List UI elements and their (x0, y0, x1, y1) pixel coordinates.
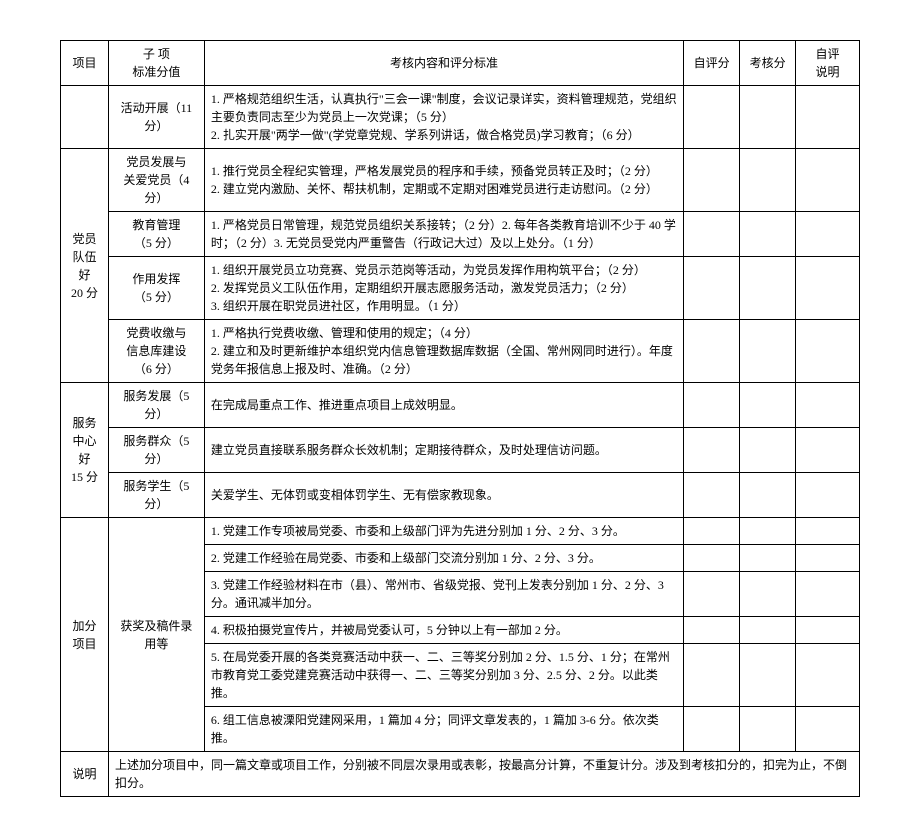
cell-self (684, 545, 740, 572)
cell-note (796, 644, 860, 707)
cell-assess (740, 572, 796, 617)
cell-assess (740, 545, 796, 572)
cell-note (796, 257, 860, 320)
cell-content: 1. 严格执行党费收缴、管理和使用的规定；（4 分） 2. 建立和及时更新维护本… (204, 320, 683, 383)
cell-project-members: 党员 队伍好 20 分 (61, 149, 109, 383)
cell-assess (740, 518, 796, 545)
cell-self (684, 257, 740, 320)
cell-content: 5. 在局党委开展的各类竞赛活动中获一、二、三等奖分别加 2 分、1.5 分、1… (204, 644, 683, 707)
row-serve-dev: 服务 中心好 15 分 服务发展（5 分） 在完成局重点工作、推进重点项目上成效… (61, 383, 860, 428)
cell-assess (740, 149, 796, 212)
cell-note (796, 383, 860, 428)
cell-note-content: 上述加分项目中，同一篇文章或项目工作，分别被不同层次录用或表彰，按最高分计算，不… (108, 752, 859, 797)
cell-assess (740, 644, 796, 707)
row-dues-info: 党费收缴与 信息库建设 （6 分） 1. 严格执行党费收缴、管理和使用的规定；（… (61, 320, 860, 383)
cell-note (796, 212, 860, 257)
row-bonus-1: 加分项目 获奖及稿件录用等 1. 党建工作专项被局党委、市委和上级部门评为先进分… (61, 518, 860, 545)
cell-note (796, 428, 860, 473)
cell-self (684, 473, 740, 518)
cell-content: 1. 组织开展党员立功竞赛、党员示范岗等活动，为党员发挥作用构筑平台；（2 分）… (204, 257, 683, 320)
cell-content: 3. 党建工作经验材料在市（县）、常州市、省级党报、党刊上发表分别加 1 分、2… (204, 572, 683, 617)
cell-note (796, 149, 860, 212)
cell-self (684, 572, 740, 617)
cell-content: 1. 推行党员全程纪实管理，严格发展党员的程序和手续，预备党员转正及时；（2 分… (204, 149, 683, 212)
cell-content: 1. 党建工作专项被局党委、市委和上级部门评为先进分别加 1 分、2 分、3 分… (204, 518, 683, 545)
cell-assess (740, 707, 796, 752)
header-row: 项目 子 项 标准分值 考核内容和评分标准 自评分 考核分 自评 说明 (61, 41, 860, 86)
cell-content: 2. 党建工作经验在局党委、市委和上级部门交流分别加 1 分、2 分、3 分。 (204, 545, 683, 572)
h-project: 项目 (61, 41, 109, 86)
cell-note (796, 707, 860, 752)
cell-content: 在完成局重点工作、推进重点项目上成效明显。 (204, 383, 683, 428)
cell-self (684, 518, 740, 545)
cell-self (684, 644, 740, 707)
cell-self (684, 617, 740, 644)
cell-self (684, 149, 740, 212)
evaluation-table: 项目 子 项 标准分值 考核内容和评分标准 自评分 考核分 自评 说明 活动开展… (60, 40, 860, 797)
cell-self (684, 428, 740, 473)
cell-assess (740, 473, 796, 518)
cell-sub: 服务发展（5 分） (108, 383, 204, 428)
cell-self (684, 383, 740, 428)
cell-assess (740, 428, 796, 473)
cell-note (796, 320, 860, 383)
cell-note (796, 572, 860, 617)
cell-content: 1. 严格规范组织生活，认真执行"三会一课"制度，会议记录详实，资料管理规范，党… (204, 86, 683, 149)
cell-project-service: 服务 中心好 15 分 (61, 383, 109, 518)
h-subitem: 子 项 标准分值 (108, 41, 204, 86)
row-edu-manage: 教育管理 （5 分） 1. 严格党员日常管理，规范党员组织关系接转；（2 分）2… (61, 212, 860, 257)
cell-sub: 活动开展（11 分） (108, 86, 204, 149)
cell-note (796, 545, 860, 572)
row-serve-student: 服务学生（5 分） 关爱学生、无体罚或变相体罚学生、无有偿家教现象。 (61, 473, 860, 518)
cell-note (796, 617, 860, 644)
h-self: 自评分 (684, 41, 740, 86)
cell-project-blank (61, 86, 109, 149)
h-assess: 考核分 (740, 41, 796, 86)
cell-content: 4. 积极拍摄党宣传片，并被局党委认可，5 分钟以上有一部加 2 分。 (204, 617, 683, 644)
row-activity: 活动开展（11 分） 1. 严格规范组织生活，认真执行"三会一课"制度，会议记录… (61, 86, 860, 149)
row-member-dev: 党员 队伍好 20 分 党员发展与 关爱党员（4 分） 1. 推行党员全程纪实管… (61, 149, 860, 212)
h-content: 考核内容和评分标准 (204, 41, 683, 86)
cell-sub: 服务学生（5 分） (108, 473, 204, 518)
cell-content: 6. 组工信息被溧阳党建网采用，1 篇加 4 分；同评文章发表的，1 篇加 3-… (204, 707, 683, 752)
cell-note-label: 说明 (61, 752, 109, 797)
cell-sub: 教育管理 （5 分） (108, 212, 204, 257)
cell-assess (740, 212, 796, 257)
cell-assess (740, 257, 796, 320)
cell-content: 建立党员直接联系服务群众长效机制；定期接待群众，及时处理信访问题。 (204, 428, 683, 473)
cell-assess (740, 617, 796, 644)
cell-content: 关爱学生、无体罚或变相体罚学生、无有偿家教现象。 (204, 473, 683, 518)
cell-sub: 作用发挥 （5 分） (108, 257, 204, 320)
row-note: 说明 上述加分项目中，同一篇文章或项目工作，分别被不同层次录用或表彰，按最高分计… (61, 752, 860, 797)
cell-self (684, 212, 740, 257)
cell-sub: 党费收缴与 信息库建设 （6 分） (108, 320, 204, 383)
cell-note (796, 473, 860, 518)
cell-sub: 服务群众（5 分） (108, 428, 204, 473)
cell-assess (740, 320, 796, 383)
cell-note (796, 518, 860, 545)
cell-self (684, 707, 740, 752)
cell-project-bonus: 加分项目 (61, 518, 109, 752)
h-note: 自评 说明 (796, 41, 860, 86)
cell-assess (740, 86, 796, 149)
cell-sub-bonus: 获奖及稿件录用等 (108, 518, 204, 752)
cell-content: 1. 严格党员日常管理，规范党员组织关系接转；（2 分）2. 每年各类教育培训不… (204, 212, 683, 257)
cell-note (796, 86, 860, 149)
cell-self (684, 320, 740, 383)
cell-sub: 党员发展与 关爱党员（4 分） (108, 149, 204, 212)
cell-assess (740, 383, 796, 428)
row-serve-people: 服务群众（5 分） 建立党员直接联系服务群众长效机制；定期接待群众，及时处理信访… (61, 428, 860, 473)
row-role-play: 作用发挥 （5 分） 1. 组织开展党员立功竞赛、党员示范岗等活动，为党员发挥作… (61, 257, 860, 320)
cell-self (684, 86, 740, 149)
